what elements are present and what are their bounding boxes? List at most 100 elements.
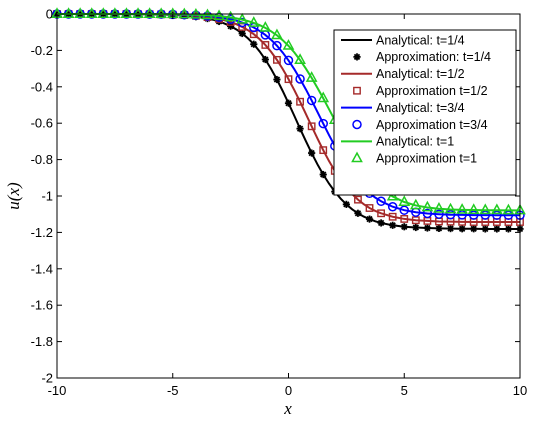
- circle-outline: [457, 210, 467, 220]
- legend-entry: Analytical: t=1/4: [341, 33, 465, 47]
- triangle-outline: [97, 7, 110, 18]
- star-stroke: [505, 225, 512, 233]
- data-point: [259, 21, 272, 32]
- triangle-outline: [317, 91, 330, 103]
- data-point: [481, 225, 489, 233]
- y-tick-label: -1.2: [31, 225, 53, 240]
- triangle-outline: [433, 201, 445, 213]
- data-point: [388, 212, 397, 221]
- star-stroke: [354, 210, 362, 217]
- triangle-outline: [502, 203, 515, 215]
- triangle-outline: [236, 12, 249, 24]
- data-point: [238, 29, 246, 38]
- legend-entry: Approximation: t=1/4: [353, 50, 491, 64]
- data-point: [458, 225, 466, 233]
- data-point: [342, 200, 350, 208]
- data-point: [74, 7, 87, 18]
- triangle-outline: [132, 7, 144, 18]
- star-stroke: [273, 76, 281, 83]
- data-point: [433, 201, 445, 213]
- legend-entry: Approximation t=1: [351, 151, 477, 166]
- data-point: [421, 200, 434, 212]
- data-point: [109, 7, 121, 18]
- data-point: [317, 91, 330, 103]
- data-point: [365, 215, 374, 223]
- data-point: [399, 205, 409, 215]
- circle-outline: [306, 95, 317, 106]
- x-tick-label: 10: [513, 383, 527, 398]
- data-point: [261, 55, 269, 64]
- legend-label: Analytical: t=1: [376, 135, 454, 149]
- legend-label: Analytical: t=1/2: [376, 67, 465, 81]
- star-stroke: [401, 223, 408, 230]
- y-tick-label: 0: [46, 7, 53, 22]
- legend-entry: Approximation t=3/4: [352, 118, 488, 132]
- y-tick-label: -0.4: [31, 79, 53, 94]
- data-point: [120, 7, 133, 18]
- data-point: [389, 221, 397, 229]
- data-point: [85, 7, 98, 18]
- data-point: [457, 210, 467, 220]
- data-point: [467, 203, 480, 214]
- y-tick-label: -1: [41, 189, 53, 204]
- triangle-outline: [398, 195, 411, 206]
- y-tick-label: -1.6: [31, 298, 53, 313]
- square-outline: [377, 209, 385, 218]
- data-point: [178, 7, 191, 19]
- data-point: [319, 146, 328, 155]
- data-point: [155, 7, 168, 19]
- data-point: [238, 23, 247, 31]
- data-point: [236, 12, 249, 24]
- data-point: [409, 198, 422, 210]
- legend-label: Analytical: t=3/4: [376, 101, 465, 115]
- triangle-outline: [120, 7, 133, 18]
- square-outline: [238, 23, 247, 31]
- square-outline: [284, 75, 293, 84]
- triangle-outline: [479, 203, 492, 215]
- square-outline: [400, 215, 409, 223]
- y-tick-label: -1.4: [31, 261, 53, 276]
- x-tick-label: 0: [285, 383, 292, 398]
- legend-marker-swatch: [352, 119, 362, 130]
- data-point: [400, 223, 408, 231]
- y-tick-label: -0.8: [31, 152, 53, 167]
- triangle-outline: [444, 202, 457, 214]
- data-point: [213, 9, 225, 21]
- triangle-outline: [409, 198, 422, 210]
- data-point: [490, 203, 503, 215]
- data-point: [504, 225, 513, 233]
- y-tick-label: -0.6: [31, 116, 53, 131]
- legend-label: Analytical: t=1/4: [376, 33, 465, 47]
- star-stroke: [227, 23, 234, 30]
- data-point: [412, 223, 420, 232]
- triangle-outline: [282, 39, 295, 50]
- circle-outline: [283, 55, 294, 66]
- triangle-outline: [259, 21, 272, 32]
- data-point: [435, 224, 443, 232]
- triangle-outline: [178, 7, 191, 19]
- triangle-outline: [467, 203, 480, 214]
- triangle-outline: [305, 71, 318, 82]
- data-point: [387, 201, 398, 212]
- data-point: [273, 75, 281, 84]
- legend-label: Approximation t=3/4: [376, 118, 488, 132]
- data-point: [365, 204, 374, 212]
- triangle-outline: [271, 28, 283, 40]
- data-point: [354, 209, 362, 217]
- star-stroke: [447, 225, 454, 232]
- data-point: [386, 189, 399, 201]
- data-point: [377, 219, 385, 227]
- triangle-outline: [74, 7, 87, 18]
- legend-entry: Analytical: t=1: [341, 135, 454, 149]
- data-point: [444, 202, 457, 214]
- legend-marker-swatch: [351, 151, 363, 163]
- star-stroke: [296, 125, 304, 132]
- legend-entry: Analytical: t=3/4: [341, 101, 465, 115]
- data-point: [354, 195, 362, 204]
- data-point: [400, 215, 409, 223]
- square-outline: [365, 204, 374, 212]
- data-point: [250, 40, 258, 48]
- axes: -10 -5 0 5 10 0 -0.2 -0.4 -0.6 -0.8 -1 -1.2 -1.4 -1.6…: [31, 7, 528, 399]
- square-outline: [261, 41, 270, 49]
